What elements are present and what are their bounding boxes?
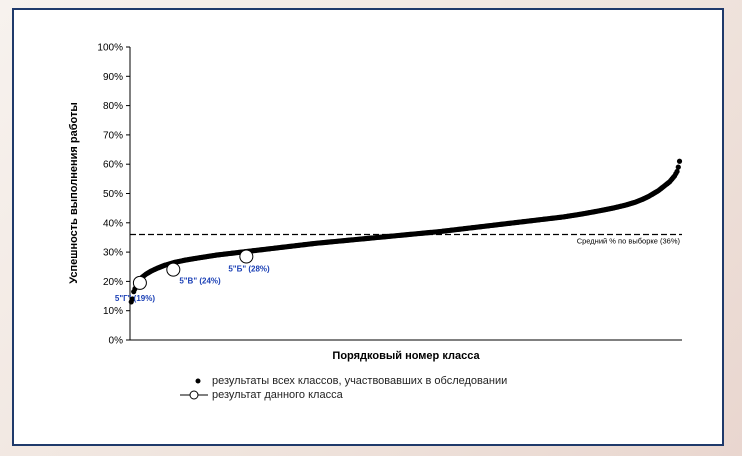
y-tick-label: 0%	[109, 336, 124, 347]
legend-label-this-class: результат данного класса	[212, 389, 343, 401]
y-tick-label: 40%	[103, 218, 123, 229]
y-tick-label: 80%	[103, 101, 123, 112]
legend: результаты всех классов, участвовавших в…	[180, 374, 507, 402]
this-class-point	[132, 275, 147, 290]
y-tick-label: 100%	[97, 43, 123, 54]
class-result-point	[675, 164, 681, 170]
legend-item-this-class: результат данного класса	[180, 388, 507, 402]
this-class-point	[239, 249, 254, 264]
dot-marker-icon	[195, 378, 201, 384]
y-tick-label: 70%	[103, 130, 123, 141]
class-annotation-label: 5"Г" (19%)	[115, 294, 155, 303]
y-tick-label: 10%	[103, 306, 123, 317]
y-tick-label: 90%	[103, 72, 123, 83]
x-axis-label: Порядковый номер класса	[332, 350, 480, 362]
class-result-point	[676, 158, 683, 164]
legend-item-all-classes: результаты всех классов, участвовавших в…	[180, 374, 507, 388]
class-annotation-label: 5"Б" (28%)	[228, 264, 270, 273]
y-tick-label: 30%	[103, 248, 123, 259]
class-result-point	[129, 296, 136, 302]
y-tick-label: 20%	[103, 277, 123, 288]
mean-reference-label: Средний % по выборке (36%)	[577, 237, 681, 246]
legend-label-all-classes: результаты всех классов, участвовавших в…	[212, 375, 508, 387]
slide-frame	[12, 8, 724, 446]
y-axis-label: Успешность выполнения работы	[68, 102, 80, 283]
this-class-point	[166, 262, 181, 277]
y-tick-label: 60%	[103, 160, 123, 171]
class-result-point	[674, 168, 680, 175]
class-annotation-label: 5"В" (24%)	[179, 277, 221, 286]
line-circle-marker-icon	[180, 390, 208, 400]
y-tick-label: 50%	[103, 189, 123, 200]
